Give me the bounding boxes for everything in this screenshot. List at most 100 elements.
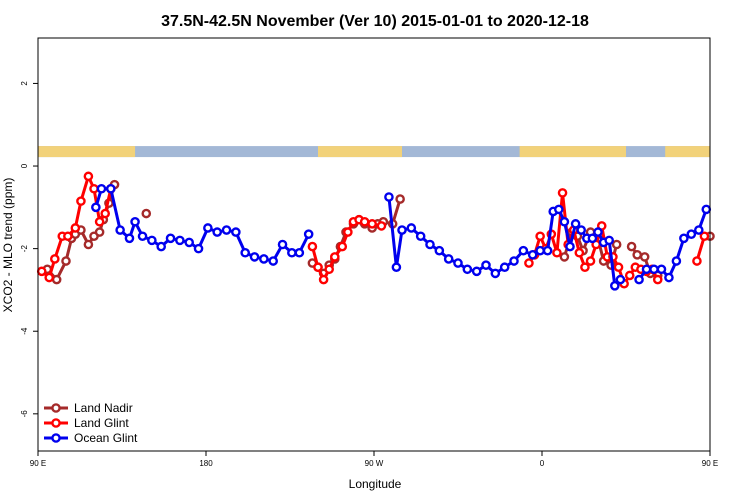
- x-tick-label: 90 E: [30, 459, 46, 468]
- data-point: [576, 225, 587, 235]
- land-mask-band: [519, 146, 626, 158]
- data-point: [587, 233, 598, 244]
- data-point: [91, 202, 101, 213]
- data-point: [50, 254, 60, 264]
- data-point: [51, 274, 62, 285]
- data-point: [70, 223, 81, 233]
- data-point: [524, 258, 534, 268]
- data-point: [141, 208, 152, 219]
- legend-item: Land Glint: [44, 416, 129, 430]
- legend-label: Land Nadir: [74, 401, 133, 415]
- data-point: [626, 241, 637, 252]
- x-tick-label: 0: [540, 459, 545, 468]
- data-point: [574, 247, 585, 258]
- y-tick-label: -6: [20, 410, 29, 418]
- data-point: [570, 219, 581, 229]
- data-point: [664, 272, 674, 283]
- data-point: [580, 262, 590, 273]
- x-tick-label: 90 E: [702, 459, 718, 468]
- data-point: [231, 227, 241, 237]
- data-point: [462, 264, 473, 275]
- data-point: [203, 223, 213, 233]
- data-point: [359, 216, 370, 227]
- data-point: [294, 247, 305, 258]
- land-mask-band: [665, 146, 710, 158]
- data-point: [83, 171, 94, 182]
- data-point: [94, 216, 105, 227]
- data-point: [240, 247, 250, 258]
- data-point: [221, 225, 232, 235]
- data-point: [692, 256, 702, 266]
- x-tick-label: 180: [199, 459, 213, 468]
- legend-item: Land Nadir: [44, 401, 133, 415]
- data-point: [542, 245, 553, 256]
- data-point: [329, 252, 340, 262]
- data-point: [471, 266, 482, 277]
- data-point: [443, 254, 454, 264]
- data-point: [63, 231, 73, 242]
- data-point: [268, 256, 279, 266]
- data-point: [44, 272, 55, 283]
- x-tick-label: 90 W: [365, 459, 384, 468]
- data-point: [76, 196, 86, 206]
- data-point: [527, 250, 538, 260]
- data-point: [611, 239, 622, 250]
- y-tick-label: -4: [20, 327, 29, 335]
- data-point: [613, 262, 624, 273]
- data-point: [686, 229, 697, 239]
- data-point: [147, 235, 157, 246]
- data-point: [656, 264, 667, 275]
- land-mask-band: [318, 146, 402, 158]
- data-point: [481, 260, 491, 270]
- data-point: [415, 231, 426, 242]
- y-tick-label: -2: [20, 245, 29, 253]
- data-point: [615, 274, 626, 285]
- data-point: [391, 262, 402, 273]
- chart-title: 37.5N-42.5N November (Ver 10) 2015-01-01…: [161, 13, 589, 30]
- data-point: [303, 229, 314, 239]
- data-point: [406, 223, 417, 233]
- data-point: [193, 243, 204, 254]
- y-tick-label: 0: [20, 163, 29, 168]
- data-point: [518, 245, 529, 256]
- legend-item: Ocean Glint: [44, 431, 138, 445]
- data-point: [83, 239, 94, 250]
- legend-label: Land Glint: [74, 416, 129, 430]
- data-point: [671, 256, 682, 266]
- legend-swatch-marker: [51, 403, 61, 413]
- data-point: [559, 252, 570, 262]
- data-point: [175, 235, 185, 246]
- data-point: [649, 264, 659, 275]
- data-point: [557, 188, 568, 198]
- data-point: [337, 241, 348, 252]
- data-point: [559, 216, 570, 227]
- data-point: [535, 231, 545, 242]
- data-point: [156, 241, 166, 252]
- y-axis-ticks: 2 0 -2 -4 -6: [20, 81, 38, 418]
- data-point: [434, 245, 445, 256]
- data-point: [384, 192, 394, 202]
- data-point: [249, 252, 260, 262]
- data-point: [624, 270, 635, 281]
- data-point: [694, 225, 704, 235]
- data-point: [259, 254, 269, 264]
- data-point: [318, 274, 329, 285]
- data-point: [554, 204, 564, 215]
- y-tick-label: 2: [20, 81, 29, 86]
- data-point: [287, 247, 297, 258]
- data-point: [397, 225, 407, 235]
- data-point: [36, 266, 47, 277]
- data-point: [593, 227, 603, 237]
- data-point: [96, 183, 107, 194]
- data-point: [565, 241, 575, 252]
- data-point: [632, 250, 643, 260]
- data-point: [61, 256, 71, 266]
- data-point: [376, 221, 387, 231]
- data-point: [701, 204, 712, 215]
- data-point: [552, 247, 562, 258]
- data-point: [324, 264, 335, 275]
- x-axis-ticks: 90 E 180 90 W 0 90 E: [30, 451, 718, 468]
- data-point: [307, 241, 318, 252]
